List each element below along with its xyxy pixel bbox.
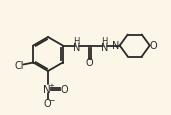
Text: O: O <box>60 84 68 94</box>
Text: H: H <box>74 37 80 46</box>
Text: N: N <box>73 43 80 53</box>
Text: O: O <box>43 98 51 108</box>
Text: N: N <box>43 84 51 94</box>
Text: N: N <box>112 41 119 51</box>
Text: H: H <box>102 37 108 46</box>
Text: Cl: Cl <box>15 61 24 71</box>
Text: +: + <box>49 82 54 88</box>
Text: −: − <box>48 96 55 105</box>
Text: O: O <box>150 41 157 51</box>
Text: N: N <box>101 43 108 53</box>
Text: O: O <box>86 58 94 68</box>
